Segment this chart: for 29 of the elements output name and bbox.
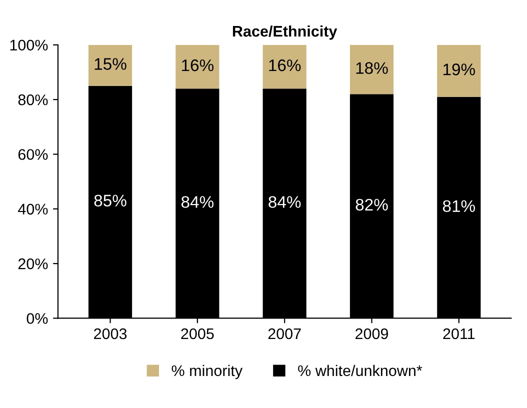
y-tick-label: 40% — [18, 204, 48, 215]
y-tick-label: 100% — [10, 40, 48, 51]
bar — [262, 44, 306, 89]
y-tick-label: 60% — [18, 149, 48, 160]
data-label: 82% — [356, 198, 388, 211]
data-label: 18% — [356, 62, 388, 74]
data-label: 81% — [442, 200, 475, 212]
bar — [176, 44, 220, 89]
data-label: 84% — [181, 196, 214, 208]
legend-label: % white/unknown* — [298, 364, 422, 376]
data-label: 15% — [94, 58, 126, 70]
data-label: 16% — [182, 59, 214, 72]
bar — [88, 44, 132, 86]
legend-label: % minority — [172, 364, 243, 380]
y-tick-label: 20% — [18, 258, 48, 270]
x-tick-label: 2005 — [181, 328, 214, 340]
x-tick-label: 2011 — [443, 328, 475, 340]
y-tick-label: 80% — [18, 94, 48, 106]
x-tick-label: 2009 — [356, 328, 388, 340]
bar — [437, 44, 481, 97]
bar — [350, 44, 394, 94]
x-tick-label: 2003 — [94, 328, 127, 340]
chart-title: Race/Ethnicity — [232, 25, 338, 40]
y-tick-label: 0% — [26, 313, 48, 324]
data-label: 19% — [443, 64, 475, 76]
data-label: 84% — [268, 196, 301, 208]
data-label: 85% — [94, 194, 126, 207]
data-label: 16% — [269, 59, 301, 72]
x-tick-label: 2007 — [268, 328, 301, 340]
